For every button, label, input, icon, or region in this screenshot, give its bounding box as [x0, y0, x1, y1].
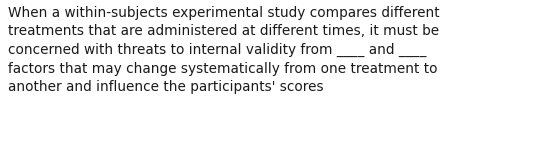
Text: When a within-subjects experimental study compares different
treatments that are: When a within-subjects experimental stud…: [8, 6, 440, 94]
